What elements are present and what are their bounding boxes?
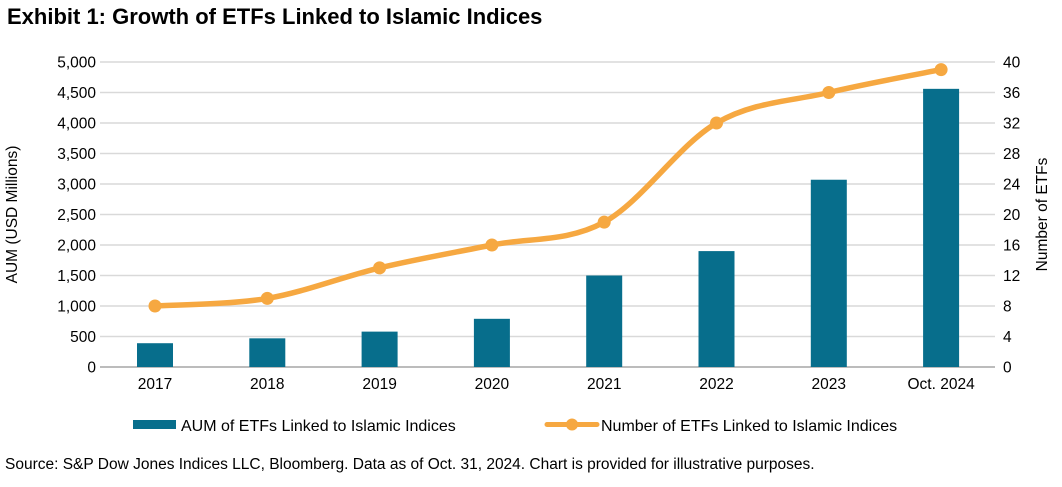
bar-oct-2024	[923, 88, 960, 367]
bar-2019	[361, 331, 398, 367]
x-axis-tick-label: 2022	[699, 376, 733, 393]
y-axis-left-tick-label: 0	[87, 360, 96, 377]
x-axis-tick-label: 2019	[362, 376, 396, 393]
y-axis-right-tick-label: 40	[1003, 55, 1021, 72]
y-axis-right-tick-label: 28	[1003, 146, 1020, 163]
y-axis-right-tick-label: 36	[1003, 85, 1020, 102]
legend-label-count: Number of ETFs Linked to Islamic Indices	[601, 418, 897, 435]
x-axis-tick-label: 2020	[475, 376, 510, 393]
y-axis-right-tick-label: 8	[1003, 299, 1012, 316]
legend-label-aum: AUM of ETFs Linked to Islamic Indices	[181, 418, 456, 435]
data-point-2019	[373, 261, 387, 275]
x-axis-tick-label: 2021	[587, 376, 621, 393]
x-axis-tick-label: 2017	[138, 376, 172, 393]
y-axis-left-tick-label: 1,500	[57, 268, 96, 285]
chart-title: Exhibit 1: Growth of ETFs Linked to Isla…	[7, 4, 543, 29]
y-axis-right-tick-label: 20	[1003, 207, 1021, 224]
y-axis-right-tick-label: 24	[1003, 177, 1021, 194]
bar-2018	[249, 338, 286, 367]
source-note: Source: S&P Dow Jones Indices LLC, Bloom…	[5, 456, 815, 473]
y-axis-right-tick-label: 32	[1003, 116, 1020, 133]
bar-2020	[473, 318, 510, 367]
y-axis-right-tick-label: 12	[1003, 268, 1020, 285]
growth-chart: 0 0 500 4 1,000 8 1,500 12 2,000 16 2,500 20 3,000 24…	[4, 55, 1051, 436]
bar-2022	[698, 251, 735, 367]
y-axis-right-tick-label: 4	[1003, 329, 1012, 346]
data-point-2022	[710, 116, 723, 130]
x-axis-tick-label: 2023	[812, 376, 846, 393]
y-axis-right-tick-label: 0	[1003, 360, 1012, 377]
bar-2017	[137, 343, 173, 367]
x-axis-tick-label: Oct. 2024	[907, 376, 975, 393]
bar-2023	[810, 179, 847, 367]
y-axis-left-title: AUM (USD Millions)	[4, 146, 21, 284]
bar-2021	[586, 275, 623, 367]
etf-count-line	[152, 66, 944, 309]
y-axis-left-tick-label: 4,000	[57, 116, 96, 133]
data-point-oct-2024	[934, 63, 948, 77]
data-point-2023	[822, 86, 836, 99]
data-point-2021	[597, 215, 611, 229]
y-axis-left-tick-label: 500	[70, 329, 96, 346]
y-axis-left-tick-label: 3,500	[57, 146, 96, 163]
x-axis-tick-label: 2018	[250, 376, 284, 393]
data-point-2020	[485, 238, 499, 252]
y-axis-right-title: Number of ETFs	[1034, 157, 1051, 271]
legend-swatch-aum	[133, 420, 176, 429]
y-axis-left-tick-label: 2,000	[57, 238, 96, 255]
y-axis-left-tick-label: 1,000	[57, 299, 96, 316]
legend-marker-count	[566, 418, 578, 431]
y-axis-left-tick-label: 5,000	[57, 55, 96, 72]
data-point-2018	[260, 291, 274, 305]
y-axis-left-tick-label: 2,500	[57, 207, 96, 224]
y-axis-left-tick-label: 3,000	[57, 177, 96, 194]
data-point-2017	[148, 299, 162, 313]
y-axis-right-tick-label: 16	[1003, 238, 1020, 255]
y-axis-left-tick-label: 4,500	[57, 85, 96, 102]
